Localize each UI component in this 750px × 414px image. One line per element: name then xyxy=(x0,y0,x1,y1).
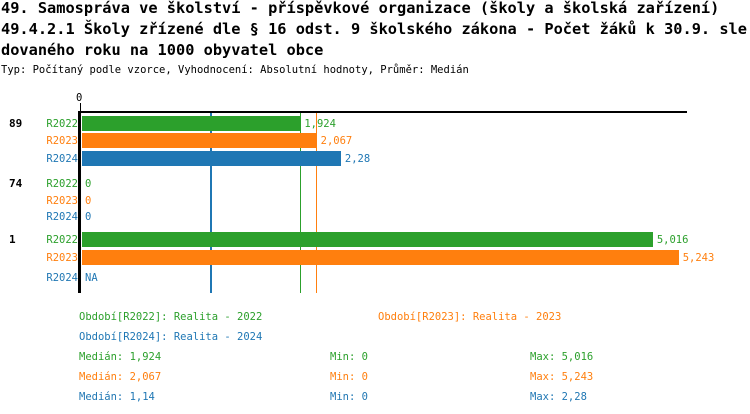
row-label-r2022-g74: R2022 xyxy=(46,178,78,190)
median-line-r2022 xyxy=(299,113,302,293)
bar-r2022-g89 xyxy=(82,116,301,131)
row-label-r2023-g74: R2023 xyxy=(46,195,78,207)
median-line-r2024 xyxy=(210,113,212,293)
bar-value-label: 2,067 xyxy=(320,135,353,147)
bar-value-label: 1,924 xyxy=(304,118,336,130)
row-label-r2024-g1: R2024 xyxy=(46,272,78,284)
bar-value-label: 0 xyxy=(85,178,92,190)
legend-item-r2024: Období[R2024]: Realita - 2024 xyxy=(79,331,263,343)
axis-tick-mark xyxy=(79,103,81,112)
stat-min-r2024: Min: 0 xyxy=(330,391,368,403)
axis-tick-label-zero: 0 xyxy=(76,92,83,104)
bar-value-label: 0 xyxy=(85,195,92,207)
bar-r2023-g1 xyxy=(82,250,679,265)
bar-value-label: 5,243 xyxy=(682,252,715,264)
row-label-r2024-g74: R2024 xyxy=(46,211,78,223)
row-label-r2022-g1: R2022 xyxy=(46,234,78,246)
group-label-74: 74 xyxy=(9,177,23,190)
stat-median-r2022: Medián: 1,924 xyxy=(79,351,162,363)
page-title-line1: 49. Samospráva ve školství - příspěvkové… xyxy=(1,0,720,17)
stat-min-r2022: Min: 0 xyxy=(330,351,368,363)
group-label-1: 1 xyxy=(9,233,16,246)
row-label-r2023-g1: R2023 xyxy=(46,252,78,264)
row-label-r2023-g89: R2023 xyxy=(46,135,78,147)
stat-max-r2024: Max: 2,28 xyxy=(530,391,587,403)
page-title-line3: dovaného roku na 1000 obyvatel obce xyxy=(1,41,324,59)
bar-r2024-g89 xyxy=(82,151,341,166)
stat-max-r2023: Max: 5,243 xyxy=(530,371,594,383)
y-axis-line xyxy=(77,111,81,293)
page-title-line2: 49.4.2.1 Školy zřízené dle § 16 odst. 9 … xyxy=(1,20,747,38)
stat-max-r2022: Max: 5,016 xyxy=(530,351,594,363)
bar-value-label: 2,28 xyxy=(344,153,371,165)
bar-value-label: 0 xyxy=(85,211,92,223)
legend-item-r2022: Období[R2022]: Realita - 2022 xyxy=(79,311,263,323)
group-label-89: 89 xyxy=(9,117,23,130)
median-line-r2023 xyxy=(315,113,318,293)
bar-value-label: NA xyxy=(85,272,98,284)
bar-r2023-g89 xyxy=(82,133,317,148)
legend-item-r2023: Období[R2023]: Realita - 2023 xyxy=(378,311,562,323)
stat-median-r2023: Medián: 2,067 xyxy=(79,371,162,383)
row-label-r2022-g89: R2022 xyxy=(46,118,78,130)
x-axis-line xyxy=(78,111,687,113)
bar-r2022-g1 xyxy=(82,232,653,247)
bar-value-label: 5,016 xyxy=(656,234,689,246)
row-label-r2024-g89: R2024 xyxy=(46,153,78,165)
stat-median-r2024: Medián: 1,14 xyxy=(79,391,155,403)
chart-subtitle-meta: Typ: Počítaný podle vzorce, Vyhodnocení:… xyxy=(1,64,469,76)
stat-min-r2023: Min: 0 xyxy=(330,371,368,383)
